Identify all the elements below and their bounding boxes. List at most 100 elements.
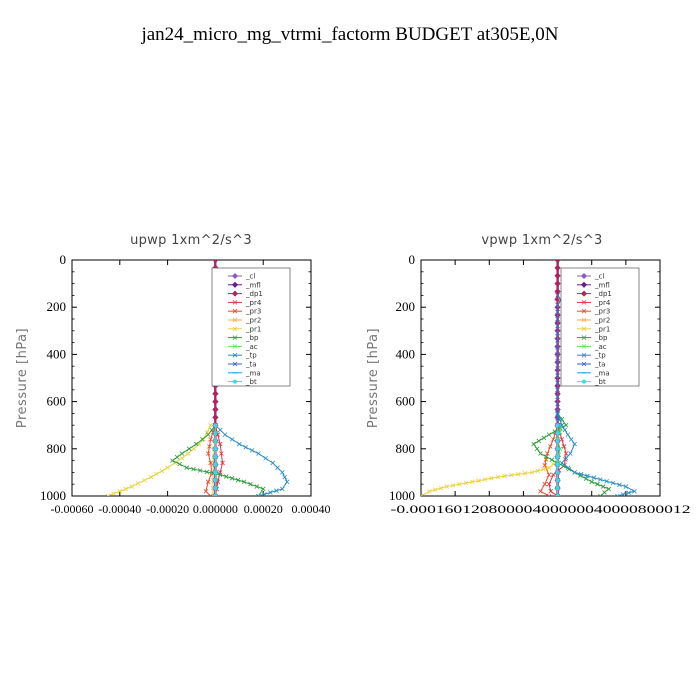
y-tick-label: 400 bbox=[47, 346, 67, 361]
y-tick-label: 1000 bbox=[40, 488, 66, 503]
data-point-bt bbox=[213, 486, 218, 491]
data-point-pr4 bbox=[551, 472, 556, 478]
data-point-tp bbox=[620, 492, 626, 496]
legend-label: _bp bbox=[594, 334, 608, 342]
series-bt bbox=[555, 423, 560, 496]
data-point-tp bbox=[275, 465, 280, 470]
data-point-pr1 bbox=[111, 491, 117, 496]
data-point-legend-pr2 bbox=[581, 317, 587, 323]
y-tick-label: 0 bbox=[409, 252, 416, 267]
data-point-tp bbox=[559, 460, 565, 466]
data-point-pr3 bbox=[205, 451, 211, 456]
data-point-tp bbox=[557, 417, 562, 422]
data-point-bp bbox=[531, 441, 536, 447]
legend-label: _pr4 bbox=[594, 299, 611, 307]
data-point-pr4 bbox=[219, 451, 224, 456]
data-point-bt bbox=[213, 454, 218, 459]
panel-title: upwp 1xm^2/s^3 bbox=[130, 233, 252, 248]
data-point-bp bbox=[600, 484, 606, 489]
legend-item-ta: _ta bbox=[577, 361, 606, 369]
data-point-tp bbox=[282, 474, 287, 480]
data-point-pr1 bbox=[535, 468, 540, 474]
series-line-pr1 bbox=[421, 460, 558, 496]
legend-label: _ma bbox=[594, 369, 610, 377]
data-point-legend-ta bbox=[232, 361, 238, 367]
y-tick-label: 200 bbox=[47, 299, 67, 314]
data-point-ta bbox=[555, 387, 560, 393]
data-point-pr3 bbox=[542, 463, 548, 468]
data-point-bp bbox=[177, 461, 182, 467]
plot-area: 0 200 400 600 800 1000-0.00016012080000400000… bbox=[389, 252, 691, 516]
data-point-legend-mfl bbox=[580, 281, 588, 288]
data-point-bt bbox=[555, 454, 560, 459]
data-point-pr1 bbox=[551, 461, 556, 467]
data-point-ta bbox=[555, 401, 560, 407]
data-point-bt bbox=[213, 423, 218, 428]
data-point-tp bbox=[632, 488, 637, 494]
legend-item-ma: _ma bbox=[228, 369, 261, 377]
data-point-legend-mfl bbox=[231, 281, 239, 288]
data-point-pr3 bbox=[208, 437, 213, 442]
data-point-tp bbox=[270, 460, 276, 466]
data-point-bt bbox=[555, 470, 560, 475]
legend-label: _bp bbox=[245, 334, 259, 342]
x-tick-label: -0.00040 bbox=[98, 502, 141, 516]
legend-item-ac: _ac bbox=[228, 343, 258, 351]
panel-upwp: upwp 1xm^2/s^3 Pressure [hPa] 0 200 400 600… bbox=[15, 233, 331, 516]
data-point-bp bbox=[241, 479, 247, 485]
data-point-pr3 bbox=[545, 451, 550, 456]
data-point-pr3 bbox=[546, 493, 552, 496]
legend-item-pr4: _pr4 bbox=[577, 299, 611, 307]
legend-item-pr2: _pr2 bbox=[577, 317, 610, 325]
legend-item-pr2: _pr2 bbox=[228, 317, 261, 325]
data-point-bp bbox=[197, 468, 203, 473]
data-point-pr4 bbox=[563, 451, 569, 456]
data-point-bt bbox=[555, 486, 560, 491]
data-point-bt bbox=[213, 470, 218, 475]
legend-label: _ta bbox=[245, 361, 257, 369]
x-tick-label: 0.00040 bbox=[292, 502, 331, 516]
legend-item-mfl: _mfl bbox=[228, 281, 261, 289]
plot-area: 0 200 400 600 800 1000-0.00060 -0.00040 -0.0002… bbox=[40, 252, 331, 516]
data-point-legend-bt bbox=[582, 379, 586, 384]
data-point-pr1 bbox=[154, 471, 159, 477]
data-point-bt bbox=[555, 446, 560, 451]
data-point-ta bbox=[555, 345, 560, 350]
data-point-dp1 bbox=[212, 260, 219, 264]
panel-title: vpwp 1xm^2/s^3 bbox=[481, 233, 602, 248]
data-point-dp1 bbox=[212, 398, 219, 405]
legend-item-bp: _bp bbox=[228, 334, 259, 342]
data-point-pr3 bbox=[538, 488, 543, 494]
data-point-pr1 bbox=[208, 422, 213, 428]
data-point-pr3 bbox=[208, 460, 213, 466]
data-point-bp bbox=[184, 465, 190, 470]
data-point-ta bbox=[555, 302, 560, 308]
legend-item-dp1: _dp1 bbox=[228, 290, 263, 298]
data-point-pr1 bbox=[191, 446, 197, 452]
legend-item-ma: _ma bbox=[577, 369, 610, 377]
data-point-bp bbox=[597, 493, 603, 496]
data-point-pr1 bbox=[432, 487, 438, 492]
data-point-tp bbox=[263, 455, 268, 461]
data-point-tp bbox=[568, 437, 574, 442]
data-point-legend-ac bbox=[581, 344, 587, 349]
data-point-pr1 bbox=[117, 488, 123, 494]
data-point-dp1 bbox=[554, 280, 561, 287]
series-bp bbox=[170, 422, 266, 496]
data-point-tp bbox=[249, 448, 255, 453]
y-tick-label: 1000 bbox=[389, 488, 415, 503]
series-pr1 bbox=[105, 422, 213, 496]
data-point-tp bbox=[626, 490, 631, 496]
data-point-bp bbox=[209, 427, 215, 433]
data-point-ta bbox=[555, 394, 560, 400]
legend-item-cl: _cl bbox=[228, 273, 255, 281]
data-point-pr4 bbox=[217, 441, 223, 447]
legend-item-pr1: _pr1 bbox=[577, 325, 610, 333]
data-point-dp1 bbox=[212, 414, 219, 421]
legend-item-ac: _ac bbox=[577, 343, 607, 351]
series-tp bbox=[555, 411, 637, 496]
data-point-tp bbox=[562, 427, 568, 433]
data-point-legend-cl bbox=[580, 272, 588, 280]
legend-box bbox=[211, 267, 291, 387]
